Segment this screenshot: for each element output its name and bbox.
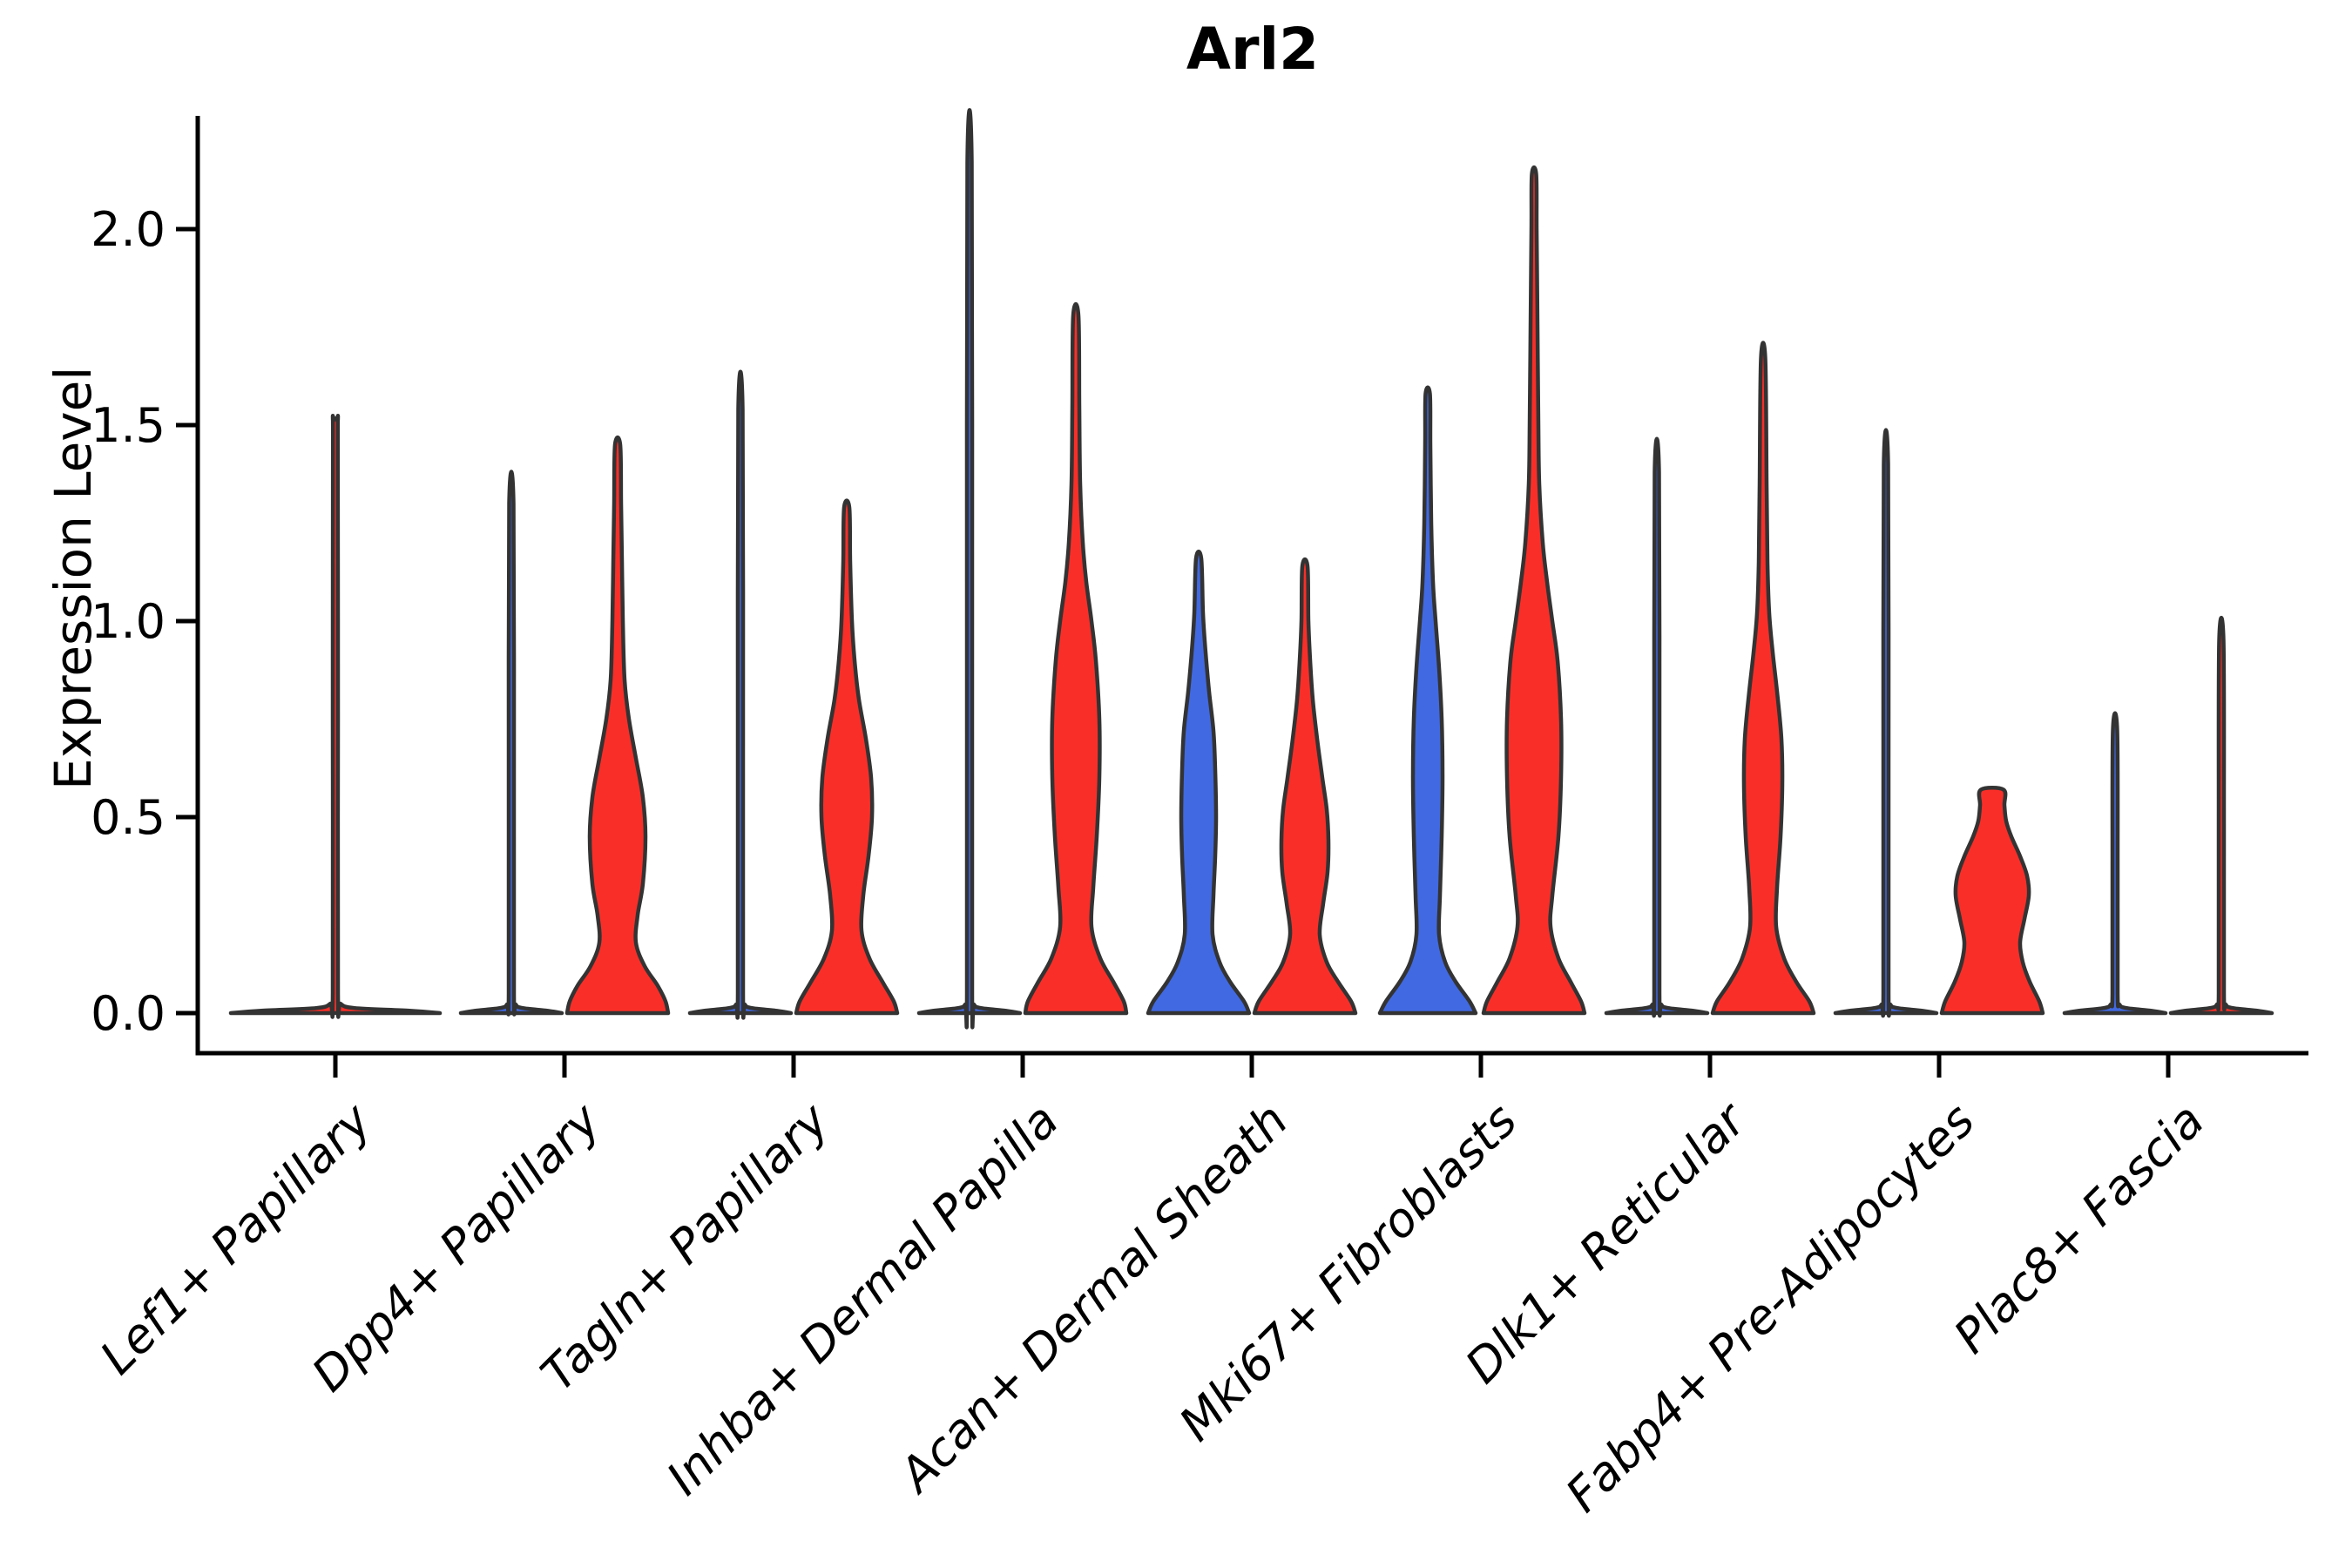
violin-fabp4-pre-adipocytes-left xyxy=(1833,428,1939,1018)
tick-marks xyxy=(176,226,2171,1078)
violin-lef1-papillary-center xyxy=(228,414,443,1019)
violin-mki67-fibroblasts-left xyxy=(1377,385,1478,1016)
y-tick-label-0.0: 0.0 xyxy=(91,986,166,1041)
violin-acan-dermal-sheath-right xyxy=(1252,557,1358,1016)
violin-dpp4-papillary-left xyxy=(458,470,564,1017)
y-tick-label-1.0: 1.0 xyxy=(91,594,166,649)
violin-acan-dermal-sheath-left xyxy=(1146,549,1252,1016)
violin-dpp4-papillary-right xyxy=(564,435,671,1016)
y-tick-label-0.5: 0.5 xyxy=(91,790,166,845)
axes-layer xyxy=(176,116,2308,1078)
violins-layer xyxy=(228,108,2274,1030)
violin-inhba-dermal-papilla-left xyxy=(916,108,1023,1030)
y-tick-label-1.5: 1.5 xyxy=(91,398,166,453)
violin-tagln-papillary-right xyxy=(794,498,900,1016)
chart-title: Arl2 xyxy=(1186,16,1320,83)
violin-plac8-fascia-left xyxy=(2062,711,2168,1016)
violin-dlk1-reticular-left xyxy=(1604,436,1710,1018)
violin-mki67-fibroblasts-right xyxy=(1481,165,1587,1016)
violin-fabp4-pre-adipocytes-right xyxy=(1939,786,2045,1016)
violin-dlk1-reticular-right xyxy=(1710,341,1816,1016)
y-tick-label-2.0: 2.0 xyxy=(91,202,166,257)
violin-inhba-dermal-papilla-right xyxy=(1023,301,1129,1016)
violin-plac8-fascia-right xyxy=(2168,616,2274,1016)
violin-tagln-papillary-left xyxy=(687,369,794,1020)
